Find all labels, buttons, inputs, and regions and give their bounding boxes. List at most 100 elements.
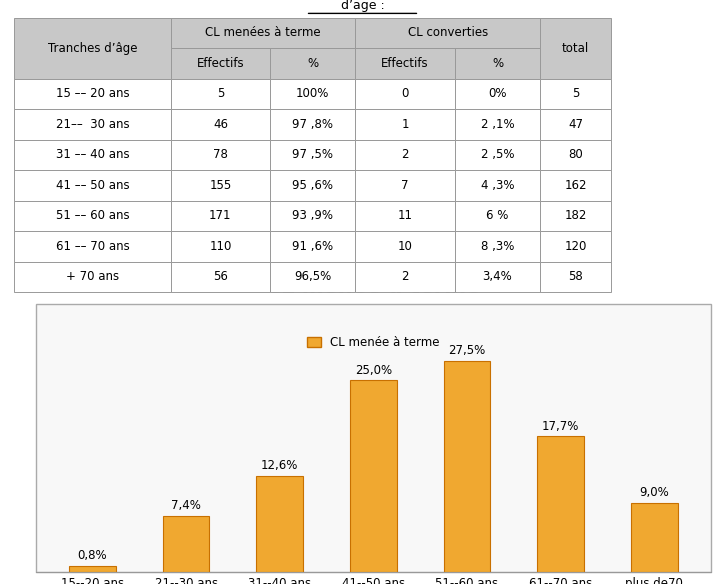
Bar	[14, 140, 170, 170]
Text: 41 –– 50 ans: 41 –– 50 ans	[56, 179, 129, 192]
Text: 182: 182	[565, 209, 587, 223]
Text: 6 %: 6 %	[486, 209, 509, 223]
Bar	[270, 109, 355, 140]
Text: 51 –– 60 ans: 51 –– 60 ans	[56, 209, 129, 223]
Bar	[14, 200, 170, 231]
Bar	[355, 262, 455, 292]
Text: 171: 171	[209, 209, 232, 223]
Bar	[270, 200, 355, 231]
Text: 25,0%: 25,0%	[355, 364, 392, 377]
Bar	[14, 170, 170, 200]
Bar	[455, 140, 540, 170]
Text: 8 ,3%: 8 ,3%	[481, 240, 514, 253]
Bar	[455, 48, 540, 78]
Text: 4 ,3%: 4 ,3%	[481, 179, 514, 192]
Text: Tranches d’âge: Tranches d’âge	[48, 41, 137, 54]
Text: 95 ,6%: 95 ,6%	[292, 179, 334, 192]
Text: 97 ,8%: 97 ,8%	[292, 118, 334, 131]
Bar	[355, 140, 455, 170]
Text: 27,5%: 27,5%	[448, 345, 486, 357]
Bar	[540, 200, 611, 231]
Text: CL converties: CL converties	[407, 26, 488, 39]
Bar	[14, 18, 170, 78]
Text: %: %	[307, 57, 318, 69]
Text: 17,7%: 17,7%	[542, 420, 579, 433]
Bar	[355, 200, 455, 231]
Text: 2: 2	[402, 270, 409, 283]
Text: 2: 2	[402, 148, 409, 161]
Text: 162: 162	[564, 179, 587, 192]
Title: CL menée à terme: CL menée à terme	[266, 277, 481, 297]
Text: 80: 80	[568, 148, 583, 161]
Text: 61 –– 70 ans: 61 –– 70 ans	[56, 240, 129, 253]
Bar	[355, 78, 455, 109]
Text: 110: 110	[210, 240, 231, 253]
Text: 31 –– 40 ans: 31 –– 40 ans	[56, 148, 129, 161]
Text: 2 ,1%: 2 ,1%	[481, 118, 514, 131]
Bar	[631, 503, 678, 572]
Bar	[270, 78, 355, 109]
Bar	[14, 109, 170, 140]
Bar	[540, 170, 611, 200]
Text: d’age :: d’age :	[341, 0, 384, 12]
Text: 97 ,5%: 97 ,5%	[292, 148, 334, 161]
Bar	[270, 48, 355, 78]
Text: 56: 56	[213, 270, 228, 283]
Bar	[355, 231, 455, 262]
Bar	[170, 78, 270, 109]
Bar	[270, 140, 355, 170]
Text: + 70 ans: + 70 ans	[66, 270, 119, 283]
Text: 10: 10	[398, 240, 413, 253]
Bar	[540, 109, 611, 140]
Text: 7: 7	[402, 179, 409, 192]
Text: 2 ,5%: 2 ,5%	[481, 148, 514, 161]
Text: Effectifs: Effectifs	[381, 57, 429, 69]
Bar	[540, 78, 611, 109]
Bar	[455, 170, 540, 200]
Bar	[14, 262, 170, 292]
Bar	[455, 262, 540, 292]
Bar	[170, 140, 270, 170]
Text: 5: 5	[572, 87, 579, 100]
Text: 120: 120	[565, 240, 587, 253]
Text: 3,4%: 3,4%	[483, 270, 513, 283]
Legend: CL menée à terme: CL menée à terme	[302, 331, 444, 353]
Bar	[69, 566, 116, 572]
Bar	[36, 304, 710, 572]
Bar	[455, 109, 540, 140]
Bar	[444, 361, 490, 572]
Bar	[170, 231, 270, 262]
Bar	[170, 48, 270, 78]
Bar	[455, 78, 540, 109]
Bar	[355, 18, 540, 48]
Bar	[355, 48, 455, 78]
Text: 91 ,6%: 91 ,6%	[292, 240, 334, 253]
Text: 5: 5	[217, 87, 224, 100]
Bar	[270, 262, 355, 292]
Bar	[14, 78, 170, 109]
Text: 1: 1	[402, 118, 409, 131]
Bar	[162, 516, 210, 572]
Text: 11: 11	[397, 209, 413, 223]
Text: 78: 78	[213, 148, 228, 161]
Bar	[455, 231, 540, 262]
Text: 93 ,9%: 93 ,9%	[292, 209, 334, 223]
Bar	[350, 380, 397, 572]
Text: 12,6%: 12,6%	[261, 459, 299, 472]
Bar	[270, 170, 355, 200]
Text: 21––  30 ans: 21–– 30 ans	[56, 118, 129, 131]
Text: 0%: 0%	[488, 87, 507, 100]
Text: %: %	[492, 57, 503, 69]
Text: 0: 0	[402, 87, 409, 100]
Bar	[540, 231, 611, 262]
Text: total: total	[562, 41, 589, 54]
Bar	[170, 200, 270, 231]
Bar	[355, 109, 455, 140]
Text: Effectifs: Effectifs	[196, 57, 244, 69]
Text: 0,8%: 0,8%	[78, 550, 107, 562]
Bar	[170, 170, 270, 200]
Text: 46: 46	[213, 118, 228, 131]
Text: 155: 155	[210, 179, 231, 192]
Text: 9,0%: 9,0%	[639, 486, 669, 499]
Bar	[540, 262, 611, 292]
